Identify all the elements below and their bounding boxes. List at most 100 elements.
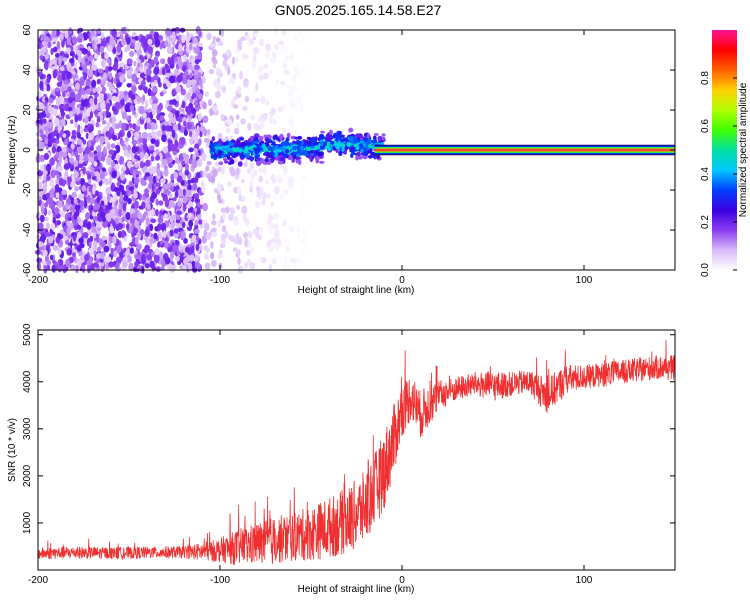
heatmap-cell [192, 79, 197, 84]
heatmap-cell [157, 241, 161, 248]
heatmap-cell [344, 145, 349, 150]
heatmap-cell [52, 30, 56, 39]
heatmap-cell [152, 86, 158, 94]
heatmap-cell [109, 225, 115, 234]
heatmap-cell [291, 145, 297, 151]
heatmap-cell [249, 185, 253, 193]
heatmap-cell [201, 185, 206, 193]
heatmap-cell [255, 201, 260, 209]
heatmap-cell [184, 169, 190, 176]
heatmap-cell [225, 127, 231, 134]
heatmap-cell [91, 58, 95, 67]
heatmap-cell [272, 135, 276, 141]
heatmap-cell [164, 257, 171, 265]
heatmap-cell [197, 52, 203, 60]
heatmap-cell [57, 265, 63, 273]
heatmap-cell [108, 72, 113, 80]
heatmap-cell [101, 120, 107, 125]
heatmap-cell [306, 33, 313, 42]
heatmap-cell [49, 178, 55, 187]
heatmap-cell [175, 110, 180, 117]
heatmap-cell [45, 192, 50, 198]
heatmap-cell [300, 103, 304, 112]
heatmap-cell [83, 199, 87, 209]
heatmap-cell [128, 180, 133, 188]
heatmap-cell [211, 220, 217, 226]
heatmap-cell [340, 138, 345, 142]
heatmap-cell [275, 79, 280, 85]
heatmap-cell [144, 244, 150, 252]
heatmap-cell [175, 255, 180, 262]
heatmap-cell [270, 152, 275, 157]
heatmap-cell [233, 157, 238, 163]
heatmap-cell [313, 150, 320, 155]
heatmap-cell [44, 137, 49, 145]
heatmap-cell [240, 36, 246, 41]
heatmap-cell [60, 107, 64, 115]
heatmap-cell [157, 223, 162, 231]
heatmap-cell [297, 258, 303, 265]
heatmap-cell [144, 228, 150, 237]
heatmap-cell [216, 182, 221, 192]
heatmap-cell [111, 196, 117, 202]
heatmap-cell [115, 123, 120, 130]
heatmap-cell [137, 212, 143, 220]
heatmap-cell [113, 250, 118, 258]
heatmap-cell [183, 120, 187, 127]
heatmap-cell [278, 40, 285, 46]
heatmap-cell [201, 152, 207, 162]
heatmap-cell [147, 38, 153, 45]
heatmap-cell [58, 193, 64, 201]
heatmap-cell [67, 177, 71, 186]
heatmap-cell [106, 142, 111, 150]
heatmap-cell [66, 220, 71, 227]
heatmap-cell [77, 114, 82, 122]
heatmap-cell [189, 130, 193, 138]
heatmap-cell [195, 254, 200, 262]
heatmap-cell [221, 166, 225, 175]
heatmap-cell [66, 248, 73, 256]
heatmap-cell [210, 147, 216, 153]
heatmap-cell [193, 101, 199, 106]
colorbar-label: Normalized spectral amplitude [738, 82, 749, 217]
heatmap-cell [126, 130, 132, 139]
heatmap-cell [206, 32, 212, 41]
heatmap-cell [104, 136, 109, 145]
heatmap-cell [185, 39, 190, 49]
heatmap-cell [263, 134, 268, 138]
heatmap-cell [255, 82, 259, 92]
heatmap-cell [268, 227, 273, 235]
heatmap-cell [288, 91, 294, 96]
heatmap-cell [214, 188, 218, 194]
heatmap-cell [194, 136, 199, 144]
heatmap-cell [183, 129, 188, 136]
colorbar-tick-label: 0.2 [700, 215, 711, 229]
heatmap-cell [123, 235, 128, 242]
heatmap-cell [149, 237, 155, 245]
heatmap-cell [377, 135, 383, 142]
heatmap-cell [297, 150, 303, 155]
heatmap-cell [58, 150, 64, 158]
colorbar-gradient [712, 30, 737, 270]
heatmap-cell [46, 83, 51, 92]
heatmap-cell [366, 133, 370, 139]
heatmap-cell [92, 64, 98, 71]
heatmap-cell [112, 47, 117, 55]
heatmap-cell [301, 174, 307, 180]
heatmap-cell [114, 217, 119, 224]
heatmap-cell [69, 181, 76, 188]
heatmap-cell [160, 178, 166, 184]
heatmap-cell [136, 50, 141, 56]
heatmap-cell [118, 184, 125, 193]
heatmap-cell [208, 99, 213, 107]
heatmap-cell [224, 160, 229, 164]
heatmap-cell [184, 156, 190, 165]
colorbar-ticks: 0.0 0.2 0.4 0.6 0.8 [700, 71, 737, 277]
heatmap-cell [84, 146, 91, 155]
heatmap-cell [274, 222, 279, 230]
heatmap-cell [285, 148, 290, 154]
heatmap-cell [79, 185, 83, 191]
heatmap-cell [145, 217, 150, 226]
heatmap-cell [305, 67, 309, 75]
